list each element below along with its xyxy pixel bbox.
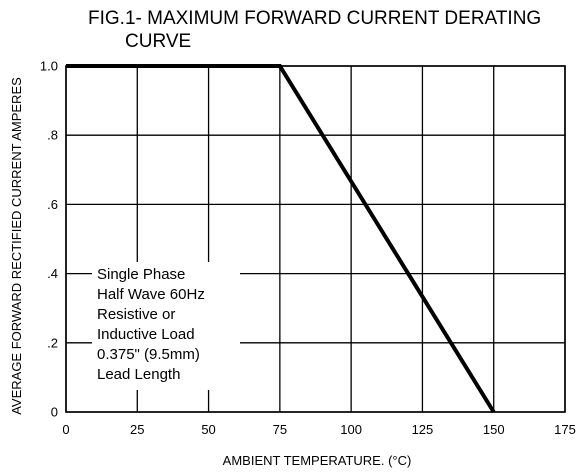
y-tick-label: .6 bbox=[47, 197, 58, 212]
x-tick-label: 25 bbox=[130, 422, 144, 437]
conditions-note-line: Resistive or bbox=[97, 306, 175, 323]
x-tick-label: 125 bbox=[412, 422, 434, 437]
y-tick-label: 0 bbox=[51, 405, 58, 420]
y-tick-label: .8 bbox=[47, 128, 58, 143]
x-axis-label: AMBIENT TEMPERATURE. (°C) bbox=[223, 453, 412, 468]
y-tick-label: .2 bbox=[47, 335, 58, 350]
x-tick-label: 75 bbox=[273, 422, 287, 437]
x-tick-label: 0 bbox=[62, 422, 69, 437]
x-tick-labels: 0 25 50 75 100 125 150 175 bbox=[62, 422, 575, 437]
x-tick-label: 150 bbox=[483, 422, 505, 437]
chart-title-line-2: CURVE bbox=[125, 31, 191, 52]
conditions-note-line: Single Phase bbox=[97, 266, 185, 283]
plot-border bbox=[65, 65, 566, 413]
y-tick-label: .4 bbox=[47, 266, 58, 281]
y-tick-labels: 0 .2 .4 .6 .8 1.0 bbox=[40, 59, 58, 420]
x-tick-label: 175 bbox=[554, 422, 576, 437]
y-axis-label: AVERAGE FORWARD RECTIFIED CURRENT AMPERE… bbox=[9, 77, 24, 415]
conditions-note-background bbox=[92, 262, 240, 390]
plot-frame bbox=[65, 65, 566, 413]
conditions-note-line: 0.375" (9.5mm) bbox=[97, 346, 200, 363]
x-tick-label: 100 bbox=[340, 422, 362, 437]
x-tick-label: 50 bbox=[201, 422, 215, 437]
y-tick-label: 1.0 bbox=[40, 59, 58, 74]
conditions-note-line: Half Wave 60Hz bbox=[97, 286, 205, 303]
conditions-note-line: Lead Length bbox=[97, 366, 180, 383]
conditions-note: Single Phase Half Wave 60Hz Resistive or In… bbox=[92, 262, 240, 390]
chart-title: FIG.1- MAXIMUM FORWARD CURRENT DERATINGC… bbox=[88, 8, 541, 52]
chart-title-line-1: FIG.1- MAXIMUM FORWARD CURRENT DERATING bbox=[88, 8, 541, 29]
conditions-note-line: Inductive Load bbox=[97, 326, 195, 343]
